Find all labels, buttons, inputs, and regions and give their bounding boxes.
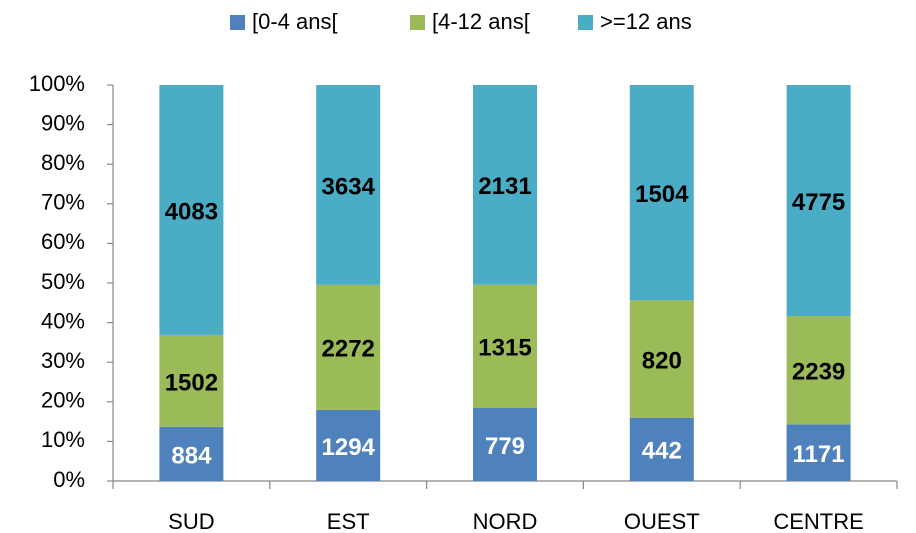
bar-segment [316, 284, 381, 410]
bar-segment [786, 316, 851, 425]
bar-segment [786, 424, 851, 481]
bar-segment [316, 85, 381, 285]
legend-swatch [410, 15, 425, 30]
data-label: 1502 [165, 369, 218, 396]
data-label: 884 [171, 442, 212, 469]
data-label: 4083 [165, 198, 218, 225]
y-tick-label: 20% [41, 388, 85, 413]
x-tick-label: NORD [473, 509, 538, 533]
bar-segment [473, 85, 537, 285]
bar-segment [473, 407, 537, 481]
bar-segment [629, 417, 694, 481]
bar-segment [316, 409, 381, 481]
x-tick-label: SUD [168, 509, 214, 533]
y-tick-label: 40% [41, 308, 85, 333]
data-label: 2131 [478, 173, 531, 200]
bar-segment [629, 300, 694, 418]
data-label: 1504 [635, 181, 689, 208]
data-label: 442 [642, 438, 682, 465]
y-tick-label: 90% [41, 110, 85, 135]
legend-label: [4-12 ans[ [432, 9, 530, 34]
bar-segment [629, 85, 694, 301]
data-label: 779 [485, 433, 525, 460]
y-tick-label: 80% [41, 150, 85, 175]
data-label: 820 [642, 347, 682, 374]
bar-segment [159, 334, 224, 427]
data-label: 1315 [478, 335, 531, 362]
y-tick-label: 50% [41, 269, 85, 294]
data-label: 1171 [793, 441, 845, 468]
y-tick-label: 0% [53, 467, 85, 492]
bar-segment [786, 85, 851, 317]
data-label: 3634 [322, 173, 376, 200]
bar-segment [159, 85, 224, 335]
x-tick-label: EST [327, 509, 370, 533]
y-tick-label: 100% [29, 71, 85, 96]
bar-segment [159, 426, 224, 481]
data-label: 1294 [322, 434, 376, 461]
legend-label: [0-4 ans[ [252, 9, 338, 34]
data-label: 2239 [792, 359, 845, 386]
y-tick-label: 70% [41, 190, 85, 215]
x-tick-label: OUEST [624, 509, 700, 533]
data-label: 2272 [322, 336, 375, 363]
y-tick-label: 10% [41, 427, 85, 452]
legend-swatch [578, 15, 593, 30]
bar-segment [473, 284, 537, 408]
x-tick-label: CENTRE [773, 509, 863, 533]
legend-label: >=12 ans [600, 9, 692, 34]
legend-swatch [230, 15, 245, 30]
y-tick-label: 60% [41, 229, 85, 254]
y-tick-label: 30% [41, 348, 85, 373]
data-label: 4775 [792, 189, 845, 216]
